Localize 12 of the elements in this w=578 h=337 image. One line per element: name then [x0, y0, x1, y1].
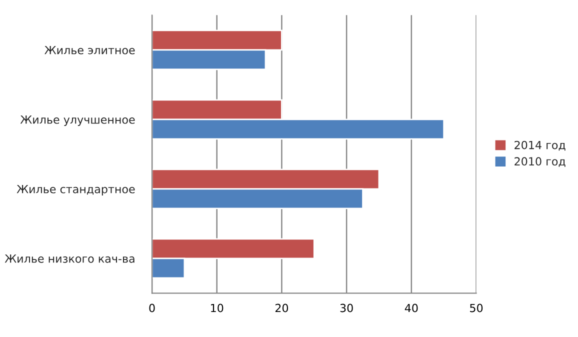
x-tick-label: 50 — [470, 304, 483, 312]
x-tick-label: 10 — [211, 304, 224, 312]
y-tick-label: Жилье улучшенное — [20, 116, 135, 126]
x-tick-label: 30 — [340, 304, 353, 312]
y-tick-label: Жилье элитное — [44, 46, 135, 54]
x-tick-label: 20 — [275, 304, 288, 312]
x-tick-label: 0 — [149, 304, 155, 312]
y-tick-label: Жилье низкого кач-ва — [4, 254, 134, 263]
y-tick-label: Жилье стандартное — [16, 185, 135, 196]
x-tick-label: 40 — [404, 304, 418, 312]
legend-label: 2014 год — [514, 140, 566, 151]
legend-label: 2010 год — [514, 157, 566, 167]
